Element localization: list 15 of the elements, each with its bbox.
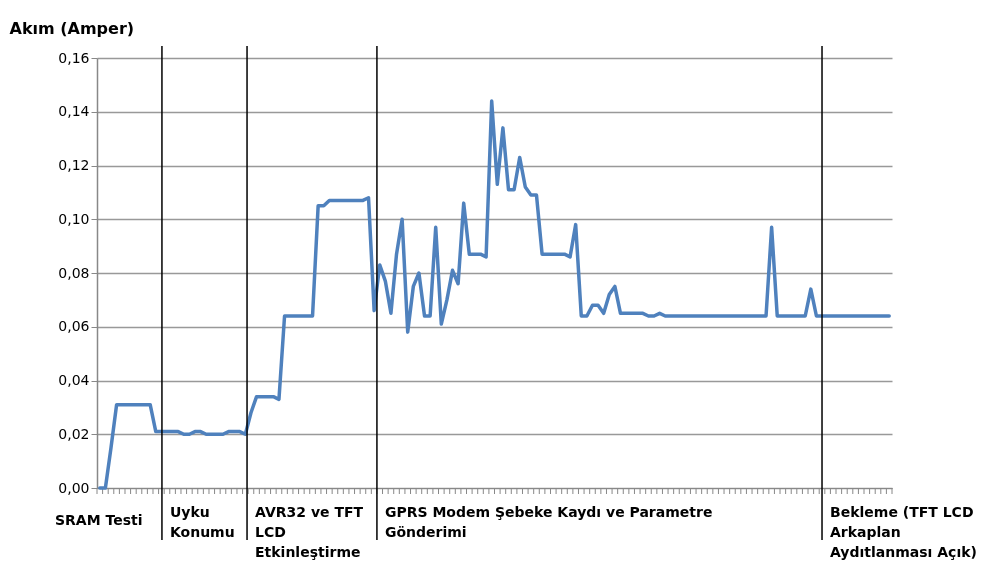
y-axis-title: Akım (Amper) [9, 18, 135, 38]
text: SRAM Testi [55, 512, 143, 528]
y-tick-label: 0,10 [58, 210, 90, 227]
y-tick-label: 0,16 [58, 49, 90, 66]
y-tick-label: 0,00 [58, 479, 90, 496]
text: Uyku Konumu [169, 504, 235, 540]
y-tick-label: 0,02 [58, 425, 90, 442]
y-tick-label: 0,04 [58, 372, 90, 388]
y-tick-label: 0,12 [58, 157, 90, 173]
y-tick-label: 0,14 [58, 103, 90, 120]
text: AVR32 ve TFT LCD Etkinleştirme [255, 504, 364, 560]
text: Bekleme (TFT LCD Arkaplan Aydıtlanması Açık) [830, 504, 977, 560]
y-tick-label: 0,08 [58, 264, 90, 281]
y-tick-label: 0,06 [58, 318, 90, 335]
text: GPRS Modem Şebeke Kaydı ve Parametre Gönderimi [384, 504, 713, 540]
